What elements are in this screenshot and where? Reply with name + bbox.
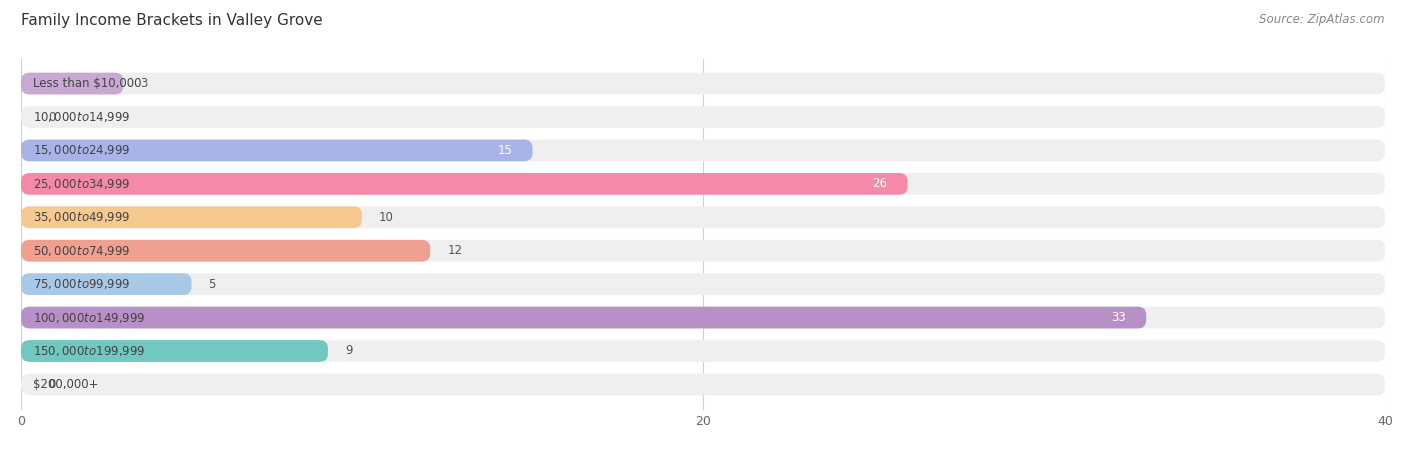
FancyBboxPatch shape	[21, 140, 533, 161]
Text: 15: 15	[498, 144, 512, 157]
FancyBboxPatch shape	[21, 307, 1146, 328]
FancyBboxPatch shape	[21, 340, 328, 362]
Text: 3: 3	[141, 77, 148, 90]
FancyBboxPatch shape	[21, 73, 124, 94]
FancyBboxPatch shape	[21, 106, 1385, 128]
FancyBboxPatch shape	[21, 273, 1385, 295]
Text: $10,000 to $14,999: $10,000 to $14,999	[32, 110, 131, 124]
Text: $35,000 to $49,999: $35,000 to $49,999	[32, 210, 131, 224]
Text: 10: 10	[380, 211, 394, 224]
FancyBboxPatch shape	[21, 173, 1385, 195]
Text: 9: 9	[344, 345, 353, 357]
FancyBboxPatch shape	[21, 173, 908, 195]
FancyBboxPatch shape	[21, 340, 1385, 362]
FancyBboxPatch shape	[21, 307, 1385, 328]
Text: 0: 0	[48, 378, 56, 391]
Text: $50,000 to $74,999: $50,000 to $74,999	[32, 244, 131, 258]
Text: 5: 5	[208, 278, 217, 291]
FancyBboxPatch shape	[21, 273, 191, 295]
FancyBboxPatch shape	[21, 73, 1385, 94]
FancyBboxPatch shape	[21, 207, 363, 228]
Text: $200,000+: $200,000+	[32, 378, 98, 391]
Text: Less than $10,000: Less than $10,000	[32, 77, 142, 90]
Text: $150,000 to $199,999: $150,000 to $199,999	[32, 344, 145, 358]
FancyBboxPatch shape	[21, 240, 1385, 261]
FancyBboxPatch shape	[21, 240, 430, 261]
FancyBboxPatch shape	[21, 207, 1385, 228]
FancyBboxPatch shape	[21, 140, 1385, 161]
Text: Family Income Brackets in Valley Grove: Family Income Brackets in Valley Grove	[21, 14, 323, 28]
Text: Source: ZipAtlas.com: Source: ZipAtlas.com	[1260, 14, 1385, 27]
Text: $75,000 to $99,999: $75,000 to $99,999	[32, 277, 131, 291]
Text: 33: 33	[1111, 311, 1126, 324]
Text: $100,000 to $149,999: $100,000 to $149,999	[32, 310, 145, 324]
FancyBboxPatch shape	[21, 374, 1385, 395]
Text: 0: 0	[48, 111, 56, 123]
Text: 26: 26	[872, 177, 887, 190]
Text: $15,000 to $24,999: $15,000 to $24,999	[32, 144, 131, 158]
Text: 12: 12	[447, 244, 463, 257]
Text: $25,000 to $34,999: $25,000 to $34,999	[32, 177, 131, 191]
